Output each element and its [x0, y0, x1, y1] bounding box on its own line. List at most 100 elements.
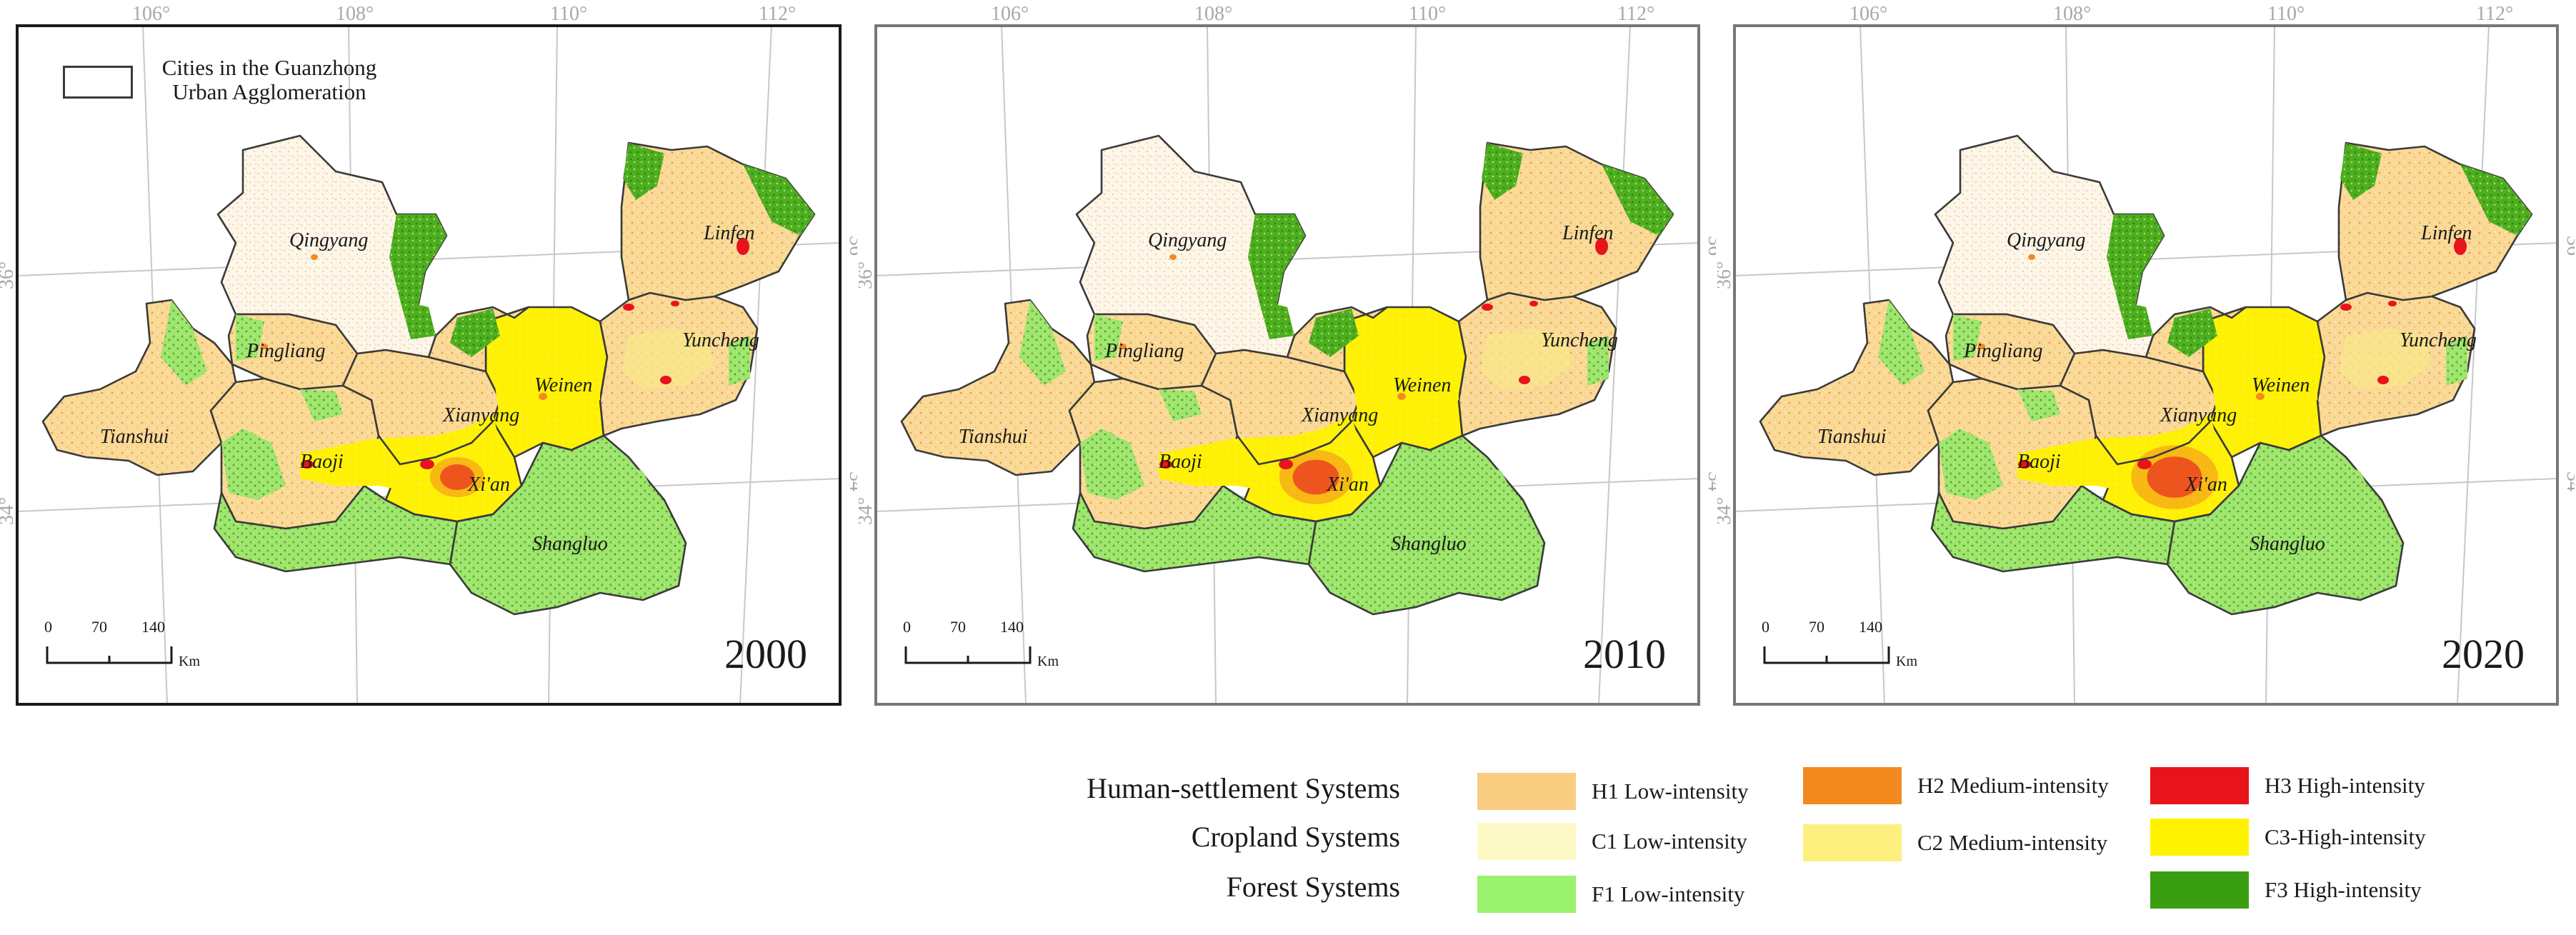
- svg-text:112°: 112°: [759, 3, 796, 25]
- svg-text:140: 140: [1000, 618, 1024, 636]
- legend-label: H2 Medium-intensity: [1917, 773, 2109, 798]
- legend-label: C1 Low-intensity: [1592, 829, 1747, 854]
- svg-text:140: 140: [141, 618, 165, 636]
- svg-text:106°: 106°: [146, 713, 184, 714]
- city-label: Shangluo: [1391, 533, 1467, 555]
- city-label: Pingliang: [1963, 340, 2042, 362]
- city-boundaries: [377, 421, 522, 523]
- city-label: Xi'an: [1326, 474, 1369, 496]
- svg-text:34°: 34°: [859, 497, 877, 525]
- city-label: Pingliang: [1104, 340, 1184, 362]
- city-label: Linfen: [2420, 222, 2472, 244]
- svg-text:108°: 108°: [2053, 3, 2091, 25]
- map-svg: Qingyang Linfen Pingliang Yuncheng Weine…: [1717, 3, 2575, 714]
- year-label: 2000: [724, 631, 807, 677]
- city-label: Baoji: [300, 451, 344, 473]
- coordinate-labels: 106° 108° 110° 112° 106° 108° 110° 112° …: [0, 3, 857, 714]
- svg-text:110°: 110°: [1409, 3, 1446, 25]
- svg-text:34°: 34°: [1704, 471, 1716, 499]
- svg-text:106°: 106°: [1005, 713, 1043, 714]
- scale-bar: 0 70 140 Km: [903, 618, 1059, 669]
- city-label: Xianyang: [1301, 404, 1378, 426]
- svg-text:112°: 112°: [730, 713, 767, 714]
- legend-category-cropland: Cropland Systems: [1191, 821, 1400, 853]
- legend-swatch: [1803, 767, 1902, 804]
- city-label: Xi'an: [467, 474, 510, 496]
- city-label: Baoji: [1159, 451, 1202, 473]
- city-label: Qingyang: [2007, 229, 2085, 251]
- svg-text:112°: 112°: [2476, 3, 2513, 25]
- svg-text:110°: 110°: [1402, 713, 1439, 714]
- legend-item-c3: C3-High-intensity: [2150, 819, 2426, 856]
- coordinate-labels: 106° 108° 110° 112° 106° 108° 110° 112° …: [859, 3, 1716, 714]
- svg-text:36°: 36°: [845, 236, 857, 264]
- legend-swatch: [1477, 823, 1576, 860]
- svg-text:108°: 108°: [336, 3, 374, 25]
- legend-label: F3 High-intensity: [2265, 877, 2422, 902]
- inset-legend: Cities in the Guanzhong Urban Agglomerat…: [57, 56, 414, 114]
- svg-text:108°: 108°: [2060, 713, 2098, 714]
- legend-item-f3: F3 High-intensity: [2150, 871, 2422, 909]
- svg-text:34°: 34°: [0, 497, 18, 525]
- map-frame-border: [16, 24, 842, 706]
- legend-label: H1 Low-intensity: [1592, 779, 1749, 804]
- city-label: Shangluo: [532, 533, 608, 555]
- city-label: Yuncheng: [682, 329, 759, 351]
- legend-label: C2 Medium-intensity: [1917, 830, 2108, 855]
- svg-text:0: 0: [903, 618, 911, 636]
- svg-text:108°: 108°: [343, 713, 381, 714]
- legend-item-h3: H3 High-intensity: [2150, 767, 2425, 804]
- svg-text:0: 0: [1762, 618, 1769, 636]
- svg-text:34°: 34°: [1717, 497, 1735, 525]
- legend-item-c1: C1 Low-intensity: [1477, 823, 1747, 860]
- urban-cores: [1119, 238, 1608, 504]
- svg-text:108°: 108°: [1202, 713, 1239, 714]
- legend-swatch: [1477, 773, 1576, 810]
- svg-text:Km: Km: [1896, 654, 1917, 669]
- svg-text:106°: 106°: [132, 3, 170, 25]
- city-label: Xianyang: [442, 404, 519, 426]
- city-labels: Qingyang Linfen Pingliang Yuncheng Weine…: [1817, 222, 2477, 555]
- map-svg: Qingyang Linfen Pingliang Yuncheng Weine…: [0, 3, 857, 714]
- urban-cores: [1978, 238, 2467, 509]
- legend-category-forest: Forest Systems: [1226, 871, 1400, 903]
- svg-text:70: 70: [91, 618, 107, 636]
- legend-swatch: [2150, 871, 2249, 909]
- city-label: Pingliang: [246, 340, 325, 362]
- svg-text:36°: 36°: [859, 261, 877, 289]
- svg-text:106°: 106°: [1849, 3, 1887, 25]
- svg-text:36°: 36°: [0, 261, 18, 289]
- svg-text:36°: 36°: [1704, 236, 1716, 264]
- svg-text:112°: 112°: [2447, 713, 2485, 714]
- urban-cores: [261, 238, 749, 497]
- city-label: Weinen: [2252, 374, 2310, 396]
- map-panel-2000: Qingyang Linfen Pingliang Yuncheng Weine…: [0, 0, 857, 714]
- svg-text:106°: 106°: [1864, 713, 1902, 714]
- svg-text:112°: 112°: [1589, 713, 1626, 714]
- legend-item-c2: C2 Medium-intensity: [1803, 824, 2107, 861]
- legend-swatch: [2150, 767, 2249, 804]
- city-label: Weinen: [534, 374, 592, 396]
- city-labels: Qingyang Linfen Pingliang Yuncheng Weine…: [959, 222, 1618, 555]
- legend-swatch: [1803, 824, 1902, 861]
- legend-category-human: Human-settlement Systems: [1087, 772, 1400, 804]
- inset-legend-line1: Cities in the Guanzhong: [161, 55, 377, 80]
- svg-text:0: 0: [44, 618, 52, 636]
- city-labels: Qingyang Linfen Pingliang Yuncheng Weine…: [100, 222, 759, 555]
- forest-patches: [1019, 143, 1673, 514]
- legend-label: C3-High-intensity: [2265, 824, 2426, 849]
- map-panel-2020: Qingyang Linfen Pingliang Yuncheng Weine…: [1717, 0, 2575, 714]
- city-label: Qingyang: [1148, 229, 1227, 251]
- city-label: Yuncheng: [2400, 329, 2477, 351]
- svg-text:112°: 112°: [1617, 3, 1654, 25]
- city-label: Linfen: [703, 222, 755, 244]
- svg-text:Km: Km: [1037, 654, 1059, 669]
- scale-bar: 0 70 140 Km: [1762, 618, 1917, 669]
- city-boundaries: [2095, 421, 2240, 523]
- svg-text:110°: 110°: [2267, 3, 2305, 25]
- city-label: Xi'an: [2185, 474, 2227, 496]
- svg-text:34°: 34°: [845, 471, 857, 499]
- map-frame-border: [1733, 24, 2559, 706]
- svg-text:110°: 110°: [550, 3, 587, 25]
- svg-text:140: 140: [1859, 618, 1882, 636]
